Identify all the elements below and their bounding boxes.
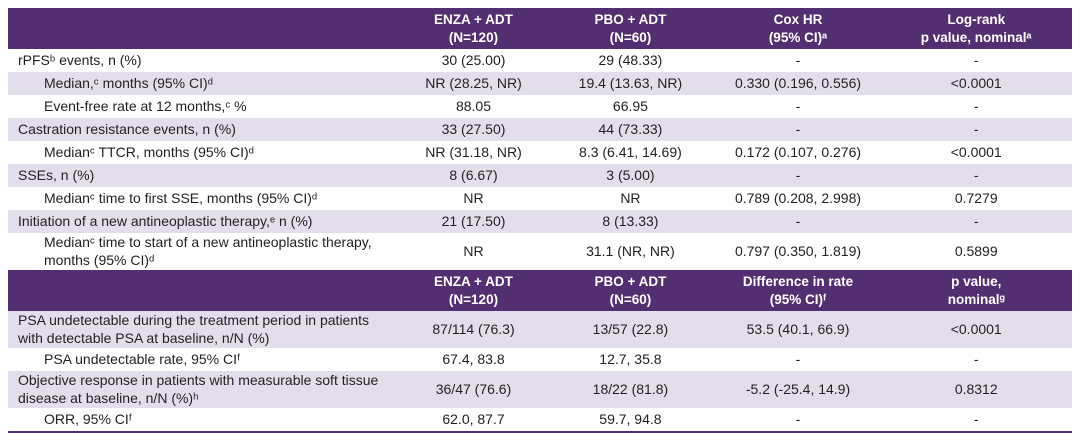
value-cell: NR	[463, 242, 484, 259]
value-cell: NR	[620, 189, 641, 206]
value-cell: -	[880, 118, 1072, 141]
row-label: rPFSᵇ events, n (%)	[18, 51, 142, 68]
value-cell: 0.789 (0.208, 2.998)	[734, 189, 862, 206]
value-cell: 8 (6.67)	[401, 164, 546, 187]
value-cell: 33 (27.50)	[401, 118, 546, 141]
row-label: ORR, 95% CIᶠ	[44, 410, 133, 427]
value-cell: <0.0001	[950, 143, 1002, 160]
section1-header-row: ENZA + ADT (N=120) PBO + ADT (N=60) Cox HR…	[8, 8, 1072, 49]
value-cell: -	[880, 210, 1072, 233]
table-row: SSEs, n (%) 8 (6.67) 3 (5.00) - -	[8, 164, 1072, 187]
value-cell: 8.3 (6.41, 14.69)	[579, 143, 682, 160]
table-row: ORR, 95% CIᶠ 62.0, 87.7 59.7, 94.8 - -	[8, 408, 1072, 432]
row-label: PSA undetectable during the treatment pe…	[8, 311, 402, 348]
column-header-blank	[8, 8, 402, 49]
row-label: Medianᶜ time to first SSE, months (95% C…	[44, 189, 318, 206]
value-cell: 19.4 (13.63, NR)	[545, 72, 716, 95]
value-cell: 44 (73.33)	[545, 118, 716, 141]
row-label: PSA undetectable rate, 95% CIᶠ	[44, 350, 241, 367]
row-label: Initiation of a new antineoplastic thera…	[8, 210, 402, 233]
value-cell: -	[795, 410, 801, 427]
value-cell: 87/114 (76.3)	[401, 311, 546, 348]
column-header-logrank-p: Log-rank p value, nominalᵃ	[880, 8, 1072, 49]
table-row: Castration resistance events, n (%) 33 (…	[8, 118, 1072, 141]
column-header-p-value: p value, nominalᵍ	[880, 270, 1072, 311]
value-cell: -	[973, 97, 979, 114]
value-cell: 12.7, 35.8	[599, 350, 662, 367]
value-cell: 0.797 (0.350, 1.819)	[734, 242, 862, 259]
row-label: Medianᶜ TTCR, months (95% CI)ᵈ	[44, 143, 254, 160]
column-header-enza: ENZA + ADT (N=120)	[401, 270, 546, 311]
column-header-blank	[8, 270, 402, 311]
value-cell: -	[795, 350, 801, 367]
value-cell: -	[880, 164, 1072, 187]
value-cell: NR (31.18, NR)	[425, 143, 522, 160]
row-label: Median,ᶜ months (95% CI)ᵈ	[8, 72, 402, 95]
value-cell: 18/22 (81.8)	[545, 371, 716, 408]
table-row: Medianᶜ time to start of a new antineopl…	[8, 233, 1072, 270]
column-header-cox-hr: Cox HR (95% CI)ᵃ	[715, 8, 881, 49]
value-cell: <0.0001	[880, 72, 1072, 95]
table-row: PSA undetectable during the treatment pe…	[8, 311, 1072, 348]
table-row: Median,ᶜ months (95% CI)ᵈ NR (28.25, NR)…	[8, 72, 1072, 95]
value-cell: 53.5 (40.1, 66.9)	[715, 311, 881, 348]
value-cell: -	[795, 51, 801, 68]
value-cell: 0.330 (0.196, 0.556)	[715, 72, 881, 95]
value-cell: NR	[463, 189, 484, 206]
value-cell: 0.172 (0.107, 0.276)	[734, 143, 862, 160]
table-row: rPFSᵇ events, n (%) 30 (25.00) 29 (48.33…	[8, 49, 1072, 72]
value-cell: 66.95	[612, 97, 648, 114]
value-cell: -	[715, 118, 881, 141]
value-cell: <0.0001	[880, 311, 1072, 348]
value-cell: -	[795, 97, 801, 114]
table-row: Initiation of a new antineoplastic thera…	[8, 210, 1072, 233]
row-label: Castration resistance events, n (%)	[8, 118, 402, 141]
column-header-pbo: PBO + ADT (N=60)	[545, 8, 716, 49]
value-cell: 62.0, 87.7	[442, 410, 505, 427]
value-cell: 0.8312	[880, 371, 1072, 408]
value-cell: 0.5899	[954, 242, 998, 259]
value-cell: 21 (17.50)	[401, 210, 546, 233]
value-cell: 0.7279	[954, 189, 998, 206]
value-cell: 3 (5.00)	[545, 164, 716, 187]
table-row: Medianᶜ TTCR, months (95% CI)ᵈ NR (31.18…	[8, 141, 1072, 164]
row-label: Medianᶜ time to start of a new antineopl…	[44, 234, 372, 268]
column-header-rate-difference: Difference in rate (95% CI)ᶠ	[715, 270, 881, 311]
value-cell: -	[973, 410, 979, 427]
value-cell: 31.1 (NR, NR)	[586, 242, 675, 259]
value-cell: NR (28.25, NR)	[401, 72, 546, 95]
column-header-pbo: PBO + ADT (N=60)	[545, 270, 716, 311]
value-cell: -	[973, 350, 979, 367]
column-header-enza: ENZA + ADT (N=120)	[401, 8, 546, 49]
table-row: PSA undetectable rate, 95% CIᶠ 67.4, 83.…	[8, 348, 1072, 371]
value-cell: -	[715, 210, 881, 233]
value-cell: 30 (25.00)	[441, 51, 506, 68]
row-label: Objective response in patients with meas…	[8, 371, 402, 408]
row-label: SSEs, n (%)	[8, 164, 402, 187]
value-cell: 29 (48.33)	[598, 51, 663, 68]
value-cell: -	[973, 51, 979, 68]
value-cell: 88.05	[455, 97, 492, 114]
table-row: Medianᶜ time to first SSE, months (95% C…	[8, 187, 1072, 210]
value-cell: 67.4, 83.8	[442, 350, 505, 367]
value-cell: 8 (13.33)	[545, 210, 716, 233]
results-table: ENZA + ADT (N=120) PBO + ADT (N=60) Cox HR…	[8, 8, 1072, 433]
row-label: Event-free rate at 12 months,ᶜ %	[44, 97, 247, 114]
table-row: Objective response in patients with meas…	[8, 371, 1072, 408]
value-cell: 13/57 (22.8)	[545, 311, 716, 348]
value-cell: 59.7, 94.8	[599, 410, 662, 427]
table-row: Event-free rate at 12 months,ᶜ % 88.05 6…	[8, 95, 1072, 118]
value-cell: 36/47 (76.6)	[401, 371, 546, 408]
section2-header-row: ENZA + ADT (N=120) PBO + ADT (N=60) Differ…	[8, 270, 1072, 311]
value-cell: -5.2 (-25.4, 14.9)	[715, 371, 881, 408]
value-cell: -	[715, 164, 881, 187]
